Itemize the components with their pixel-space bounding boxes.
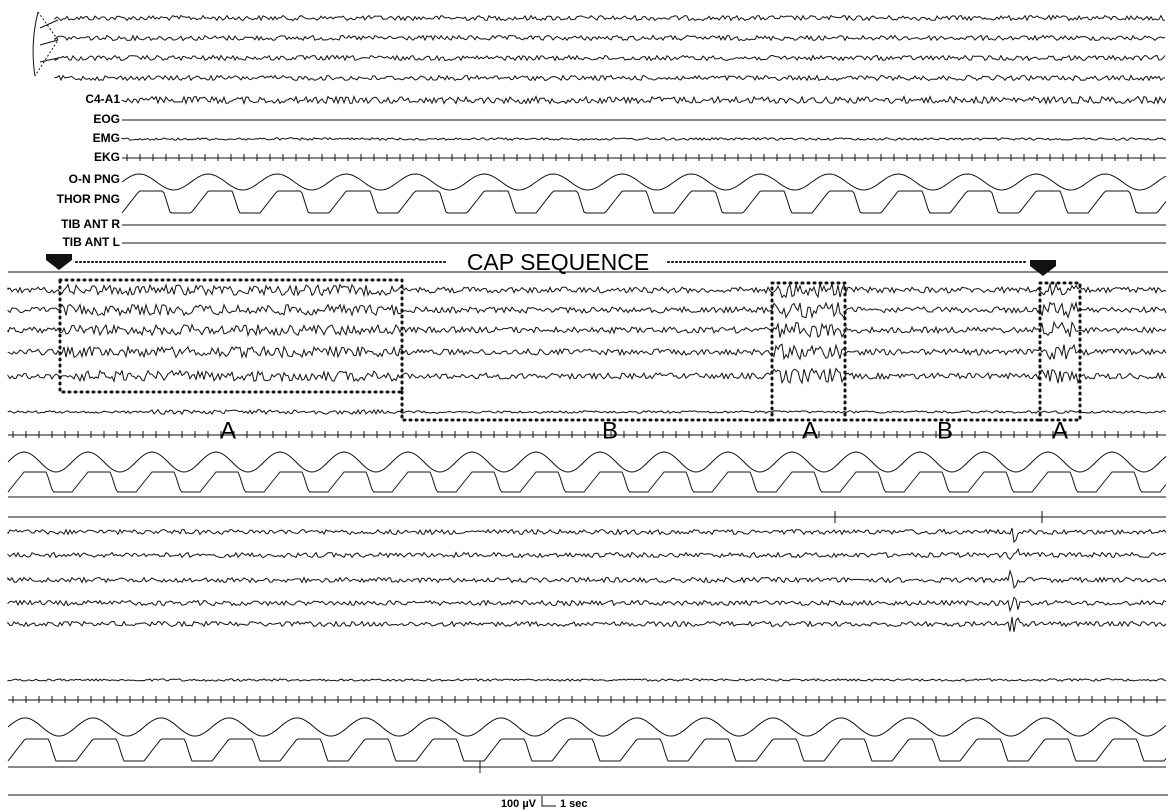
phase-box <box>1038 281 1082 422</box>
eeg-trace <box>7 367 1167 385</box>
respiration-trace <box>7 451 1167 473</box>
eeg-trace <box>7 569 1167 589</box>
respiration-trace <box>121 190 1167 214</box>
phase-label: A <box>1052 417 1068 444</box>
eeg-trace <box>7 678 1167 682</box>
phase-label: B <box>602 417 618 444</box>
flat-trace <box>8 761 1166 773</box>
channel-labels: C4-A1 EOG EMG EKG O-N PNG THOR PNG TIB ANT R TI… <box>57 92 121 249</box>
start-arrow <box>46 254 72 270</box>
channel-label: EMG <box>93 131 120 145</box>
eeg-trace <box>54 14 1166 22</box>
time-scale: 1 sec <box>560 798 588 810</box>
eeg-trace <box>54 74 1166 82</box>
scale-bar <box>541 796 556 807</box>
eeg-trace <box>7 320 1167 339</box>
eeg-trace <box>7 596 1167 613</box>
cap-label: CAP SEQUENCE <box>467 249 649 275</box>
traces <box>7 14 1167 773</box>
respiration-trace <box>7 717 1167 737</box>
phase-label: B <box>937 417 953 444</box>
ekg-trace <box>8 431 1166 438</box>
eeg-trace <box>7 408 1167 416</box>
channel-label: TIB ANT R <box>61 217 120 231</box>
eeg-trace <box>7 282 1167 299</box>
channel-label: C4-A1 <box>85 92 120 106</box>
channel-label: EKG <box>94 150 120 164</box>
flat-trace <box>8 511 1166 523</box>
channel-label: EOG <box>93 112 120 126</box>
ekg-trace <box>122 154 1166 161</box>
amplitude-scale: 100 µV <box>501 798 537 810</box>
eeg-trace <box>54 34 1166 42</box>
respiration-trace <box>121 173 1167 191</box>
respiration-trace <box>7 738 1167 762</box>
channel-label: TIB ANT L <box>62 235 120 249</box>
eeg-trace <box>121 137 1167 141</box>
end-arrow <box>1030 260 1056 276</box>
eeg-trace <box>7 527 1167 544</box>
eeg-trace <box>7 616 1167 632</box>
phase-label: A <box>220 417 236 444</box>
eeg-trace <box>54 54 1166 62</box>
phase-label: A <box>802 417 818 444</box>
channel-label: O-N PNG <box>69 172 120 186</box>
head-icon <box>32 11 59 77</box>
eeg-trace <box>7 300 1167 319</box>
phase-box <box>770 281 847 422</box>
ekg-trace <box>8 696 1166 703</box>
eeg-trace <box>7 343 1167 361</box>
eeg-trace <box>7 547 1167 561</box>
respiration-trace <box>7 471 1167 493</box>
channel-label: THOR PNG <box>57 192 120 206</box>
phase-box <box>58 278 404 394</box>
eeg-trace <box>121 95 1167 106</box>
phase-box <box>400 390 774 422</box>
